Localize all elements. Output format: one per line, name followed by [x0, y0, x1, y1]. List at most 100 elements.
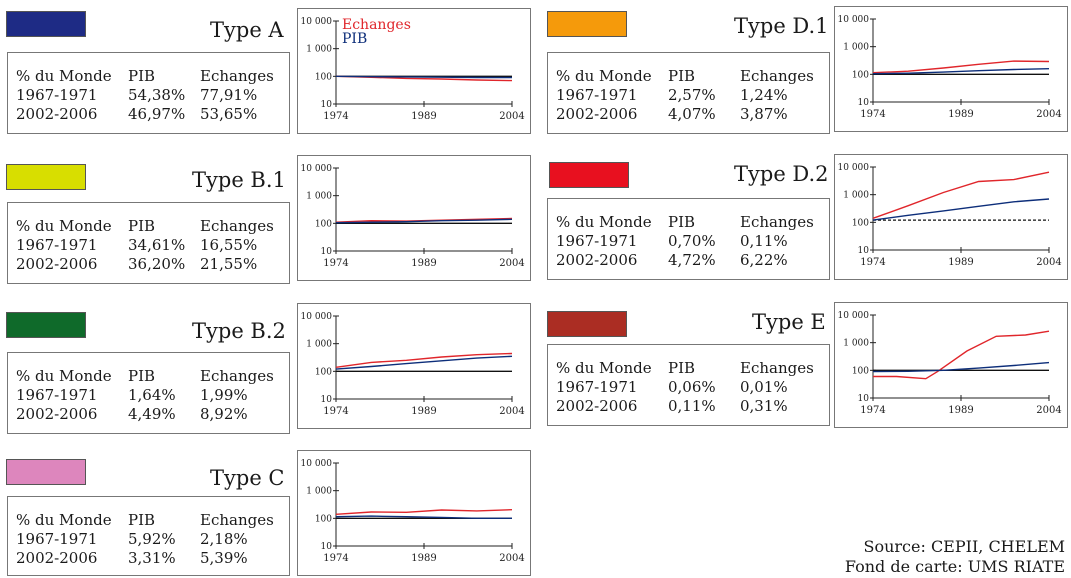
header-pib: PIB — [128, 67, 156, 85]
period-cell: 2002-2006 — [16, 105, 98, 123]
header-label: % du Monde — [556, 213, 652, 231]
echanges-cell: 0,31% — [740, 397, 788, 415]
period-cell: 2002-2006 — [16, 405, 98, 423]
chart-svg: 10 100 1 000 10 000 1974 1989 2004 — [301, 164, 525, 269]
series-line-blue — [335, 218, 513, 224]
y-tick-label: 1 000 — [843, 43, 869, 53]
legend-entry: PIB — [342, 31, 367, 47]
y-tick-label: 100 — [315, 514, 332, 524]
panel-title-type-a: Type A — [210, 18, 284, 42]
echanges-cell: 53,65% — [200, 105, 258, 123]
x-tick-label: 1989 — [411, 553, 436, 564]
x-tick-label: 1989 — [411, 406, 436, 417]
stats-box-type-e: % du Monde PIB Echanges 1967-1971 0,06% 0,01… — [547, 344, 830, 426]
header-echanges: Echanges — [740, 359, 814, 377]
y-tick-label: 10 — [858, 246, 870, 256]
y-tick-label: 10 000 — [838, 15, 870, 25]
x-tick-label: 1989 — [948, 257, 973, 268]
header-label: % du Monde — [556, 67, 652, 85]
pib-cell: 2,57% — [668, 86, 716, 104]
series-line-blue — [335, 515, 512, 519]
stats-table-type-b1: % du Monde PIB Echanges 1967-1971 34,61% 16,… — [16, 217, 274, 274]
x-tick-label: 1989 — [411, 111, 436, 122]
y-tick-label: 1 000 — [306, 45, 332, 55]
legend-swatch-type-c — [6, 459, 86, 485]
header-echanges: Echanges — [740, 213, 814, 231]
y-tick-label: 100 — [852, 218, 869, 228]
series-line-blue — [872, 361, 1050, 373]
pib-cell: 4,72% — [668, 251, 716, 269]
chart-type-c: 10 100 1 000 10 000 1974 1989 2004 — [297, 450, 531, 576]
x-tick-label: 1989 — [948, 109, 973, 120]
pib-cell: 0,06% — [668, 378, 716, 396]
chart-type-b2: 10 100 1 000 10 000 1974 1989 2004 — [297, 303, 531, 429]
y-tick-label: 10 — [321, 395, 333, 405]
series-line-red — [872, 60, 1050, 74]
y-tick-label: 100 — [315, 367, 332, 377]
x-tick-label: 1974 — [860, 405, 885, 416]
echanges-cell: 1,24% — [740, 86, 788, 104]
stats-table-type-a: % du Monde PIB Echanges 1967-1971 54,38% 77,… — [16, 67, 274, 124]
legend-swatch-type-b1 — [6, 164, 86, 190]
x-tick-label: 1974 — [860, 257, 885, 268]
echanges-cell: 0,11% — [740, 232, 788, 250]
period-cell: 1967-1971 — [16, 530, 98, 548]
y-tick-label: 10 — [321, 247, 333, 257]
legend-swatch-type-d2 — [549, 162, 629, 188]
y-tick-label: 10 000 — [838, 163, 870, 173]
pib-cell: 34,61% — [128, 236, 186, 254]
chart-type-b1: 10 100 1 000 10 000 1974 1989 2004 — [297, 155, 531, 281]
x-tick-label: 2004 — [1036, 257, 1061, 268]
pib-cell: 4,49% — [128, 405, 176, 423]
series-line-red — [335, 352, 513, 368]
pib-cell: 36,20% — [128, 255, 186, 273]
y-tick-label: 1 000 — [843, 339, 869, 349]
header-label: % du Monde — [556, 359, 652, 377]
y-tick-label: 10 000 — [301, 17, 333, 27]
x-tick-label: 1989 — [411, 258, 436, 269]
header-pib: PIB — [668, 67, 696, 85]
header-pib: PIB — [128, 217, 156, 235]
header-pib: PIB — [128, 511, 156, 529]
header-label: % du Monde — [16, 367, 112, 385]
echanges-cell: 21,55% — [200, 255, 258, 273]
stats-table-type-d1: % du Monde PIB Echanges 1967-1971 2,57% 1,24… — [556, 67, 814, 124]
legend-swatch-type-d1 — [547, 11, 627, 37]
y-tick-label: 10 000 — [301, 164, 333, 174]
y-tick-label: 100 — [852, 366, 869, 376]
series-line-pib — [335, 75, 513, 79]
header-echanges: Echanges — [200, 511, 274, 529]
x-tick-label: 1989 — [948, 405, 973, 416]
stats-box-type-c: % du Monde PIB Echanges 1967-1971 5,92% 2,18… — [7, 496, 290, 576]
y-tick-label: 1 000 — [306, 340, 332, 350]
echanges-cell: 6,22% — [740, 251, 788, 269]
y-tick-label: 100 — [852, 70, 869, 80]
pib-cell: 1,64% — [128, 386, 176, 404]
period-cell: 2002-2006 — [556, 105, 638, 123]
period-cell: 2002-2006 — [16, 549, 98, 567]
echanges-cell: 77,91% — [200, 86, 258, 104]
echanges-cell: 5,39% — [200, 549, 248, 567]
legend-swatch-type-b2 — [6, 312, 86, 338]
pib-cell: 4,07% — [668, 105, 716, 123]
x-tick-label: 1974 — [323, 111, 348, 122]
y-tick-label: 10 000 — [838, 311, 870, 321]
pib-cell: 0,70% — [668, 232, 716, 250]
period-cell: 1967-1971 — [556, 378, 638, 396]
chart-svg: 10 100 1 000 10 000 1974 1989 2004 — [838, 311, 1062, 416]
x-tick-label: 1974 — [323, 553, 348, 564]
stats-box-type-b2: % du Monde PIB Echanges 1967-1971 1,64% 1,99… — [7, 352, 290, 434]
pib-cell: 0,11% — [668, 397, 716, 415]
chart-svg: 10 100 1 000 10 000 1974 1989 2004 — [301, 459, 525, 564]
stats-table-type-d2: % du Monde PIB Echanges 1967-1971 0,70% 0,11… — [556, 213, 814, 270]
panel-title-type-c: Type C — [210, 466, 285, 490]
basemap-credit: Fond de carte: UMS RIATE — [844, 557, 1065, 576]
panel-title-type-d2: Type D.2 — [734, 162, 829, 186]
echanges-cell: 1,99% — [200, 386, 248, 404]
chart-type-d2: 10 100 1 000 10 000 1974 1989 2004 — [834, 154, 1068, 280]
echanges-cell: 8,92% — [200, 405, 248, 423]
series-line-red — [335, 509, 513, 515]
x-tick-label: 1974 — [323, 406, 348, 417]
y-tick-label: 100 — [315, 72, 332, 82]
y-tick-label: 10 — [858, 394, 870, 404]
